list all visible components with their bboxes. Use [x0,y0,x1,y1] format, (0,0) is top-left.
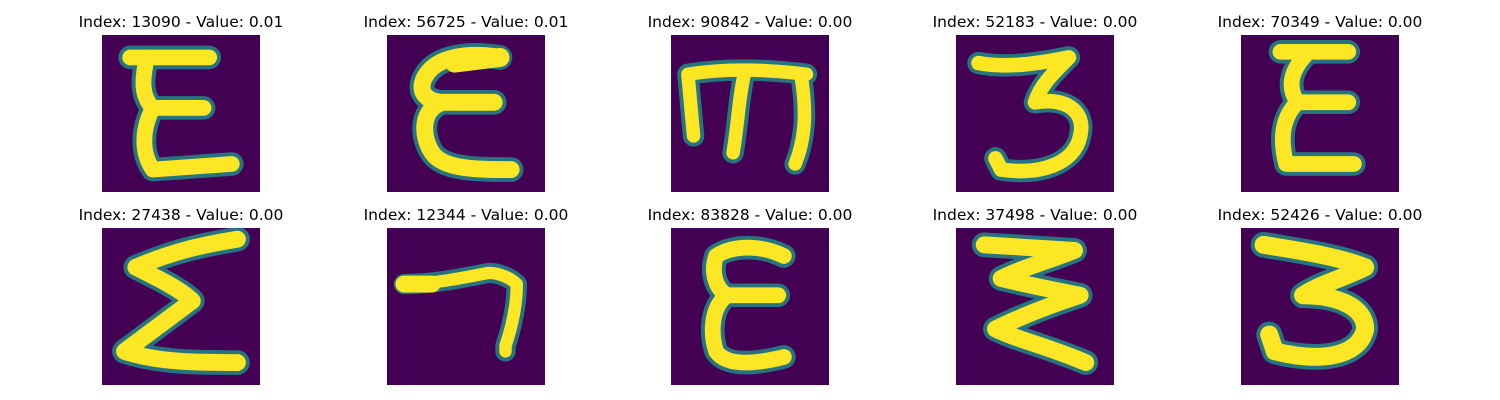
glyph-image-m [671,35,829,192]
panel-title: Index: 12344 - Value: 0.00 [363,206,569,224]
panel-title: Index: 90842 - Value: 0.00 [647,13,853,31]
panel-title: Index: 37498 - Value: 0.00 [932,206,1138,224]
panel-title: Index: 56725 - Value: 0.01 [363,13,569,31]
panel-10: Index: 52426 - Value: 0.00 [1210,205,1430,395]
panel-4: Index: 52183 - Value: 0.00 [925,12,1145,202]
glyph-image-e [1241,35,1399,192]
glyph-image-e [102,35,260,192]
glyph-image-3 [1241,228,1399,385]
glyph-image-sigma [102,228,260,385]
panel-1: Index: 13090 - Value: 0.01 [71,12,291,202]
panel-title: Index: 70349 - Value: 0.00 [1217,13,1423,31]
panel-2: Index: 56725 - Value: 0.01 [356,12,576,202]
panel-5: Index: 70349 - Value: 0.00 [1210,12,1430,202]
panel-7: Index: 12344 - Value: 0.00 [356,205,576,395]
panel-title: Index: 52183 - Value: 0.00 [932,13,1138,31]
panel-title: Index: 83828 - Value: 0.00 [647,206,853,224]
panel-8: Index: 83828 - Value: 0.00 [640,205,860,395]
glyph-image-e [671,228,829,385]
panel-6: Index: 27438 - Value: 0.00 [71,205,291,395]
glyph-image-e [387,35,545,192]
panel-title: Index: 13090 - Value: 0.01 [78,13,284,31]
panel-3: Index: 90842 - Value: 0.00 [640,12,860,202]
glyph-image-7 [387,228,545,385]
glyph-image-3 [956,35,1114,192]
panel-title: Index: 52426 - Value: 0.00 [1217,206,1423,224]
panel-9: Index: 37498 - Value: 0.00 [925,205,1145,395]
glyph-image-zigzag [956,228,1114,385]
panel-title: Index: 27438 - Value: 0.00 [78,206,284,224]
